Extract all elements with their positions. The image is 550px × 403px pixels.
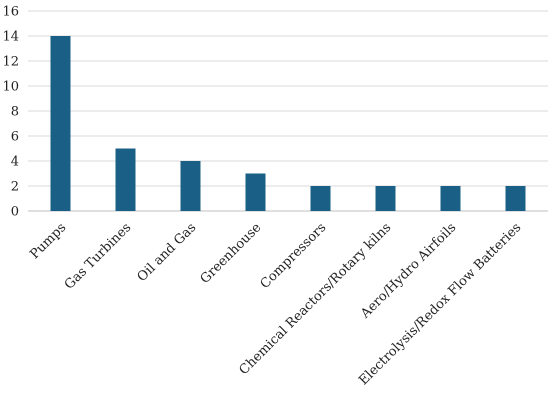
bar bbox=[505, 186, 526, 211]
bar bbox=[440, 186, 461, 211]
y-tick-label: 2 bbox=[11, 180, 19, 195]
y-tick-label: 12 bbox=[2, 55, 19, 70]
gridlines bbox=[28, 10, 548, 212]
bar bbox=[115, 148, 136, 211]
x-category-label: Pumps bbox=[27, 220, 69, 262]
y-tick-label: 14 bbox=[2, 30, 19, 45]
y-tick-label: 8 bbox=[11, 105, 19, 120]
bars bbox=[50, 36, 526, 211]
y-tick-label: 6 bbox=[11, 130, 19, 145]
x-category-label: Oil and Gas bbox=[135, 220, 200, 285]
y-tick-label: 0 bbox=[11, 205, 19, 220]
y-tick-label: 16 bbox=[2, 5, 19, 20]
x-category-label: Compressors bbox=[258, 220, 330, 292]
y-tick-label: 4 bbox=[11, 155, 19, 170]
bar bbox=[50, 36, 71, 211]
bar bbox=[180, 161, 201, 211]
x-category-label: Gas Turbines bbox=[62, 220, 134, 292]
y-tick-label: 10 bbox=[2, 80, 19, 95]
x-category-label: Greenhouse bbox=[198, 220, 265, 287]
bar bbox=[375, 186, 396, 211]
bar bbox=[310, 186, 331, 211]
bar bbox=[245, 173, 266, 211]
y-axis-tick-labels: 0 2 4 6 8 10 12 14 16 bbox=[2, 5, 19, 220]
